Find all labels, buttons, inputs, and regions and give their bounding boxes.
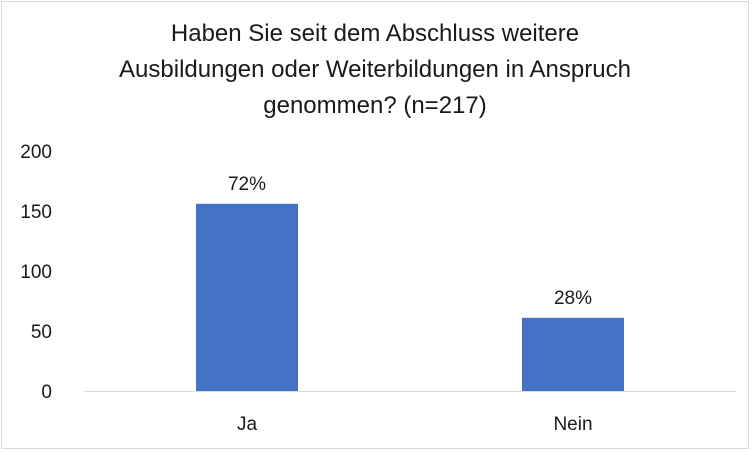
- bar-nein: [522, 317, 624, 391]
- y-tick-label: 50: [31, 322, 52, 343]
- data-labels: 72% 28%: [228, 174, 592, 309]
- y-axis: 0 50 100 150 200: [20, 142, 52, 403]
- y-tick-label: 200: [20, 142, 52, 163]
- y-tick-label: 100: [20, 262, 52, 283]
- data-label-nein: 28%: [554, 288, 592, 309]
- data-label-ja: 72%: [228, 174, 266, 195]
- x-tick-label-nein: Nein: [553, 414, 592, 435]
- x-tick-label-ja: Ja: [237, 414, 258, 435]
- y-tick-label: 150: [20, 202, 52, 223]
- bars: [196, 203, 624, 391]
- chart-title-line-2: Ausbildungen oder Weiterbildungen in Ans…: [119, 56, 631, 83]
- chart-title: Haben Sie seit dem Abschluss weitere Aus…: [0, 16, 750, 124]
- chart-title-line-3: genommen? (n=217): [263, 92, 487, 119]
- chart-title-line-1: Haben Sie seit dem Abschluss weitere: [170, 20, 580, 47]
- x-axis: Ja Nein: [237, 414, 593, 435]
- y-tick-label: 0: [41, 382, 52, 403]
- bar-ja: [196, 203, 298, 391]
